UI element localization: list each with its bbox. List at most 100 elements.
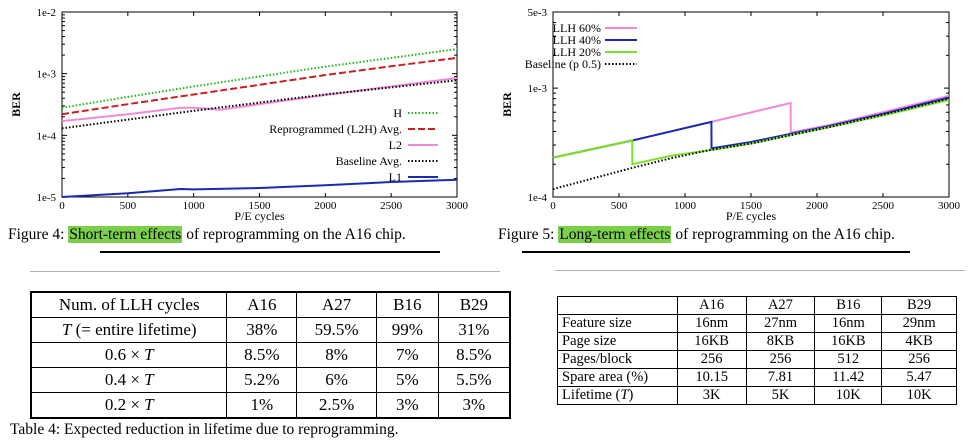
table-cell: 29nm — [881, 314, 957, 333]
legend-label: LLH 60% — [553, 21, 601, 35]
y-tick-label: 5e-3 — [527, 7, 547, 19]
table-cell: 8% — [296, 342, 377, 368]
header-cell — [557, 296, 678, 315]
table-cell: 3K — [676, 386, 747, 405]
legend-label: LLH 40% — [553, 33, 601, 47]
legend-label: Baseline Avg. — [336, 154, 402, 168]
table-row: T (= entire lifetime) 38% 59.5% 99% 31% — [30, 317, 511, 343]
table-cell: 512 — [814, 350, 883, 369]
figure-4-rule — [100, 251, 440, 253]
table-row: Page size 16KB 8KB 16KB 4KB — [557, 332, 957, 351]
figure-5-rule — [522, 251, 910, 253]
table-cell: 7% — [375, 342, 439, 368]
header-cell: A16 — [226, 291, 298, 318]
table-cell: 8.5% — [226, 342, 298, 368]
table-4: Num. of LLH cycles A16 A27 B16 B29 T (= … — [30, 291, 511, 419]
x-axis-label: P/E cycles — [726, 209, 777, 223]
x-tick-label: 2500 — [380, 200, 403, 212]
table-cell: 16nm — [814, 314, 883, 333]
x-tick-label: 1000 — [183, 200, 206, 212]
table-row: 0.6 × T 8.5% 8% 7% 8.5% — [30, 342, 511, 368]
table-cell: 1% — [226, 392, 298, 419]
y-axis-label: BER — [500, 92, 514, 117]
series-line — [61, 77, 458, 123]
caption-highlight: Long-term effects — [558, 226, 672, 243]
table-cell: 16KB — [676, 332, 747, 351]
caption-suffix: of reprogramming on the A16 chip. — [671, 226, 895, 243]
x-tick-label: 2000 — [314, 200, 337, 212]
table-5: A16 A27 B16 B29 Feature size 16nm 27nm 1… — [557, 296, 957, 405]
series-line — [61, 178, 458, 198]
table-cell: 256 — [881, 350, 957, 369]
table-header-row: A16 A27 B16 B29 — [557, 296, 957, 315]
row-label: Page size — [557, 332, 678, 351]
y-tick-label: 1e-3 — [36, 69, 56, 81]
y-tick-label: 1e-2 — [36, 7, 56, 19]
row-label: Spare area (%) — [557, 368, 678, 387]
x-tick-label: 3000 — [446, 200, 469, 212]
table-4-caption: Table 4: Expected reduction in lifetime … — [10, 421, 399, 438]
y-tick-label: 1e-4 — [36, 130, 56, 142]
row-label: Pages/block — [557, 350, 678, 369]
legend-label: L2 — [389, 138, 402, 152]
x-tick-label: 1500 — [249, 200, 272, 212]
table-cell: 256 — [676, 350, 747, 369]
table-cell: 16KB — [814, 332, 883, 351]
table-cell: 8KB — [745, 332, 816, 351]
x-tick-label: 2500 — [872, 200, 895, 212]
figure-4-chart: 0 500 1000 1500 2000 2500 3000 1e-5 1e-4 1e-3 1e-2… — [9, 7, 469, 223]
x-tick-label: 0 — [59, 200, 65, 212]
y-tick-label: 1e-3 — [527, 83, 547, 95]
x-tick-label: 500 — [120, 200, 137, 212]
table-cell: 5.5% — [437, 367, 511, 393]
header-cell: Num. of LLH cycles — [30, 291, 228, 318]
table-cell: 8.5% — [437, 342, 511, 368]
x-tick-label: 500 — [611, 200, 628, 212]
row-label: Lifetime (T) — [557, 386, 678, 405]
table-cell: 16nm — [676, 314, 747, 333]
x-tick-label: 1000 — [674, 200, 697, 212]
y-tick-label: 1e-5 — [36, 192, 56, 204]
table-header-row: Num. of LLH cycles A16 A27 B16 B29 — [30, 291, 511, 318]
table-cell: 5K — [745, 386, 816, 405]
table-cell: 256 — [745, 350, 816, 369]
y-axis-label: BER — [9, 92, 23, 117]
row-label: Feature size — [557, 314, 678, 333]
table-cell: 3% — [375, 392, 439, 419]
row-label: 0.6 × T — [30, 342, 228, 368]
header-cell: B16 — [814, 296, 883, 315]
row-label: T (= entire lifetime) — [30, 317, 228, 343]
series-line — [552, 97, 950, 191]
table-cell: 7.81 — [745, 368, 816, 387]
table-cell: 10K — [881, 386, 957, 405]
caption-highlight: Short-term effects — [68, 226, 183, 243]
header-cell: A27 — [745, 296, 816, 315]
figure-5-caption: Figure 5: Long-term effects of reprogram… — [498, 226, 895, 244]
series-line — [61, 48, 458, 109]
x-tick-label: 3000 — [938, 200, 961, 212]
legend-label: Baseline (p 0.5) — [525, 57, 601, 71]
table-cell: 59.5% — [296, 317, 377, 343]
legend-label: Reprogrammed (L2H) Avg. — [269, 122, 402, 136]
header-cell: B29 — [437, 291, 511, 318]
legend-label: H — [393, 106, 402, 120]
header-cell: A16 — [676, 296, 747, 315]
x-axis-label: P/E cycles — [234, 209, 285, 223]
table-cell: 4KB — [881, 332, 957, 351]
table-row: 0.2 × T 1% 2.5% 3% 3% — [30, 392, 511, 419]
table-cell: 31% — [437, 317, 511, 343]
table-cell: 2.5% — [296, 392, 377, 419]
x-tick-label: 2000 — [806, 200, 829, 212]
table-cell: 10K — [814, 386, 883, 405]
legend-label: LLH 20% — [553, 45, 601, 59]
legend-label: L1 — [389, 170, 402, 184]
table-row: Pages/block 256 256 512 256 — [557, 350, 957, 369]
y-tick-label: 1e-4 — [527, 192, 547, 204]
faded-separator — [30, 271, 500, 272]
table-cell: 27nm — [745, 314, 816, 333]
header-cell: A27 — [296, 291, 377, 318]
table-row: Lifetime (T) 3K 5K 10K 10K — [557, 386, 957, 405]
series-line — [552, 96, 950, 159]
faded-separator — [555, 270, 965, 271]
x-tick-label: 1500 — [740, 200, 763, 212]
